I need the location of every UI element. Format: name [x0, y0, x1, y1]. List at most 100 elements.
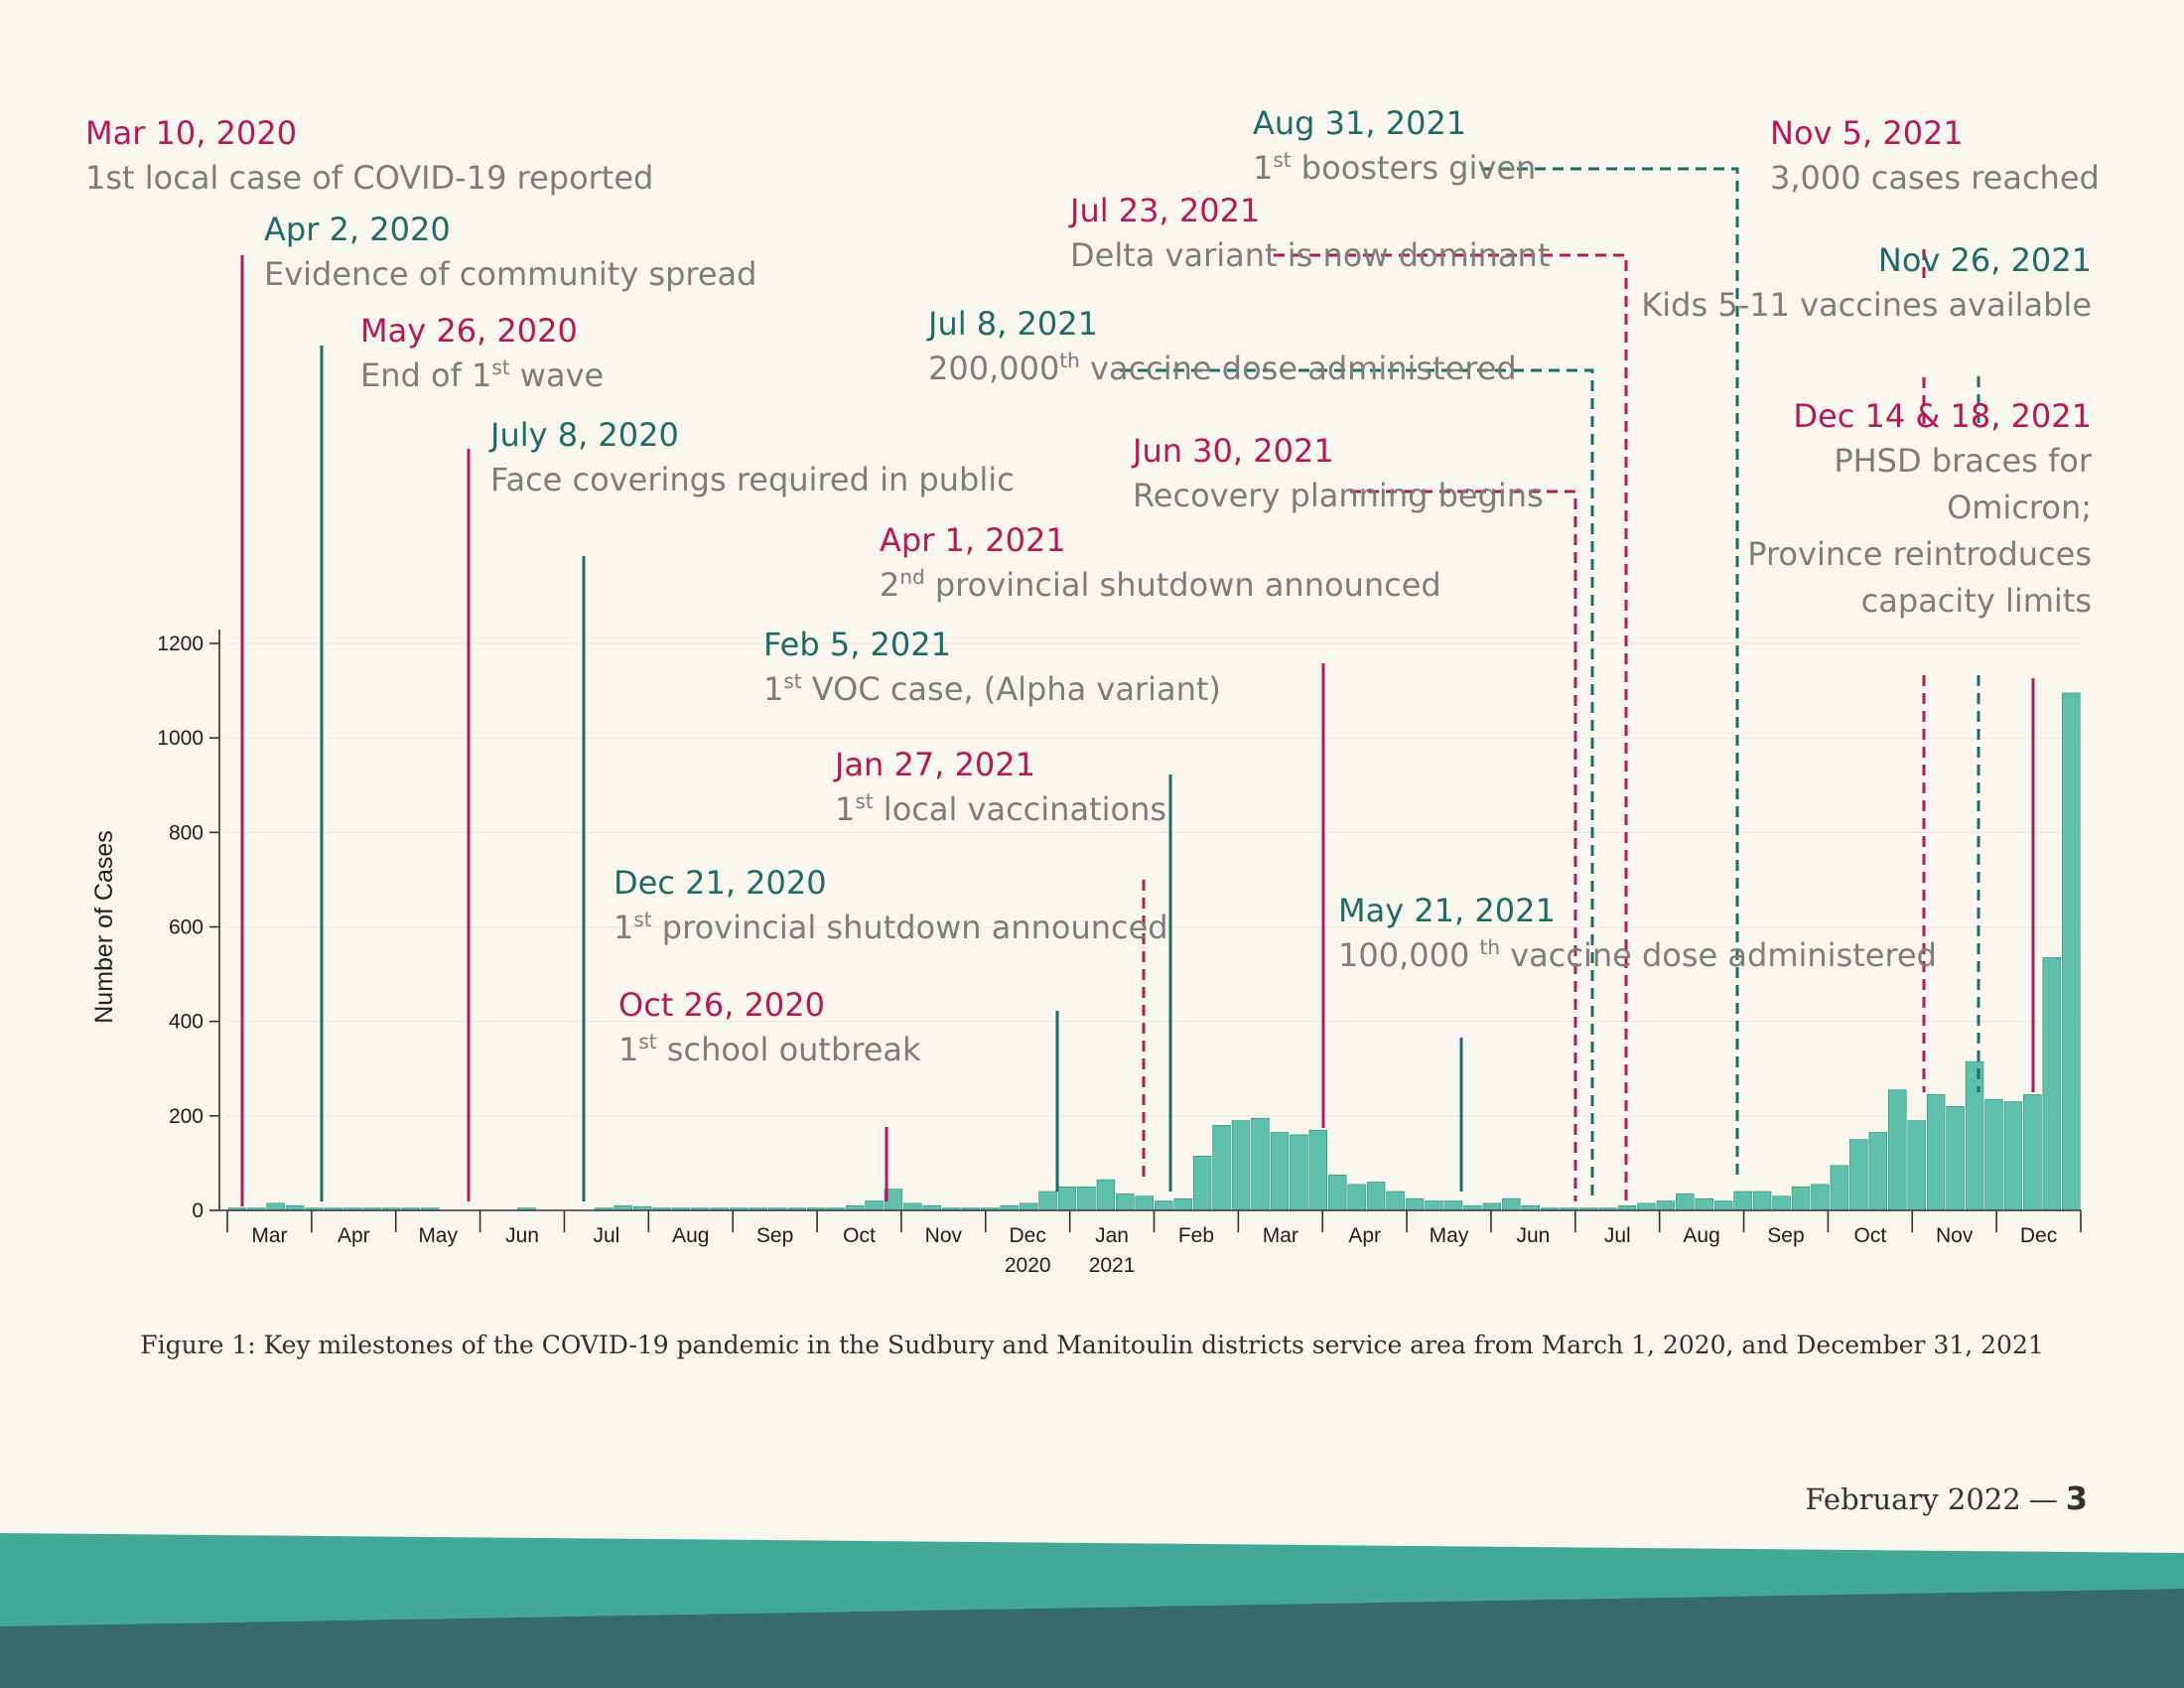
milestone-date: Dec 21, 2020: [614, 864, 827, 902]
milestone-lines-layer: [240, 167, 2035, 1206]
x-tick-label: Nov: [925, 1224, 963, 1247]
milestone-date: Dec 14 & 18, 2021: [1793, 397, 2092, 435]
y-tick-label: 800: [169, 821, 204, 844]
milestone-annotation: Oct 26, 2020 1st school outbreak: [618, 986, 921, 1068]
x-tick-label: Mar: [1263, 1224, 1298, 1247]
milestone-dashed-leader: [1481, 167, 1739, 1176]
milestone-description-text: local vaccinations: [874, 790, 1166, 828]
bar: [1443, 1200, 1463, 1211]
milestone-description-text: End of 1: [360, 356, 491, 394]
bar: [865, 1200, 884, 1211]
bar: [1502, 1197, 1521, 1211]
milestone-superscript: th: [1480, 935, 1501, 959]
bar: [266, 1202, 285, 1211]
milestone-superscript: th: [1059, 349, 1080, 372]
bar: [1155, 1200, 1173, 1211]
bar: [1965, 1060, 1984, 1211]
milestone-superscript: st: [783, 669, 801, 693]
milestone-superscript: st: [638, 1030, 656, 1054]
milestone-description: 1st boosters given: [1253, 148, 1536, 187]
x-tick-label: Jul: [593, 1224, 619, 1247]
bar: [1926, 1094, 1946, 1211]
bar: [1637, 1202, 1656, 1211]
milestone-description: 1st local case of COVID-19 reported: [85, 159, 653, 197]
milestone-date: Mar 10, 2020: [85, 114, 297, 152]
milestone-description-text: 1: [614, 909, 633, 946]
x-tick-label: Mar: [251, 1224, 287, 1247]
milestone-description: End of 1st wave: [360, 355, 604, 394]
bar: [1096, 1179, 1116, 1211]
y-tick-label: 600: [169, 916, 204, 939]
milestone-date: Apr 2, 2020: [264, 211, 451, 248]
milestone-dashed-leader: [1350, 490, 1577, 1201]
y-axis-title: Number of Cases: [90, 830, 118, 1024]
milestone-description: Omicron;: [1947, 489, 2092, 526]
page-number: 3: [2065, 1479, 2088, 1517]
bar: [1849, 1139, 1868, 1211]
milestone-description: Recovery planning begins: [1133, 477, 1544, 514]
bars-layer: [227, 642, 2081, 1211]
milestone-description: 1st school outbreak: [618, 1030, 921, 1068]
milestone-description: capacity limits: [1861, 582, 2092, 620]
milestone-date: May 26, 2020: [360, 312, 578, 350]
bar: [1946, 1106, 1965, 1211]
milestone-annotation: Jun 30, 2021 Recovery planning begins: [1131, 432, 1544, 514]
milestone-description: 1st VOC case, (Alpha variant): [763, 669, 1221, 708]
x-tick-label: Oct: [1854, 1224, 1887, 1247]
milestone-superscript: st: [855, 789, 873, 813]
milestone-description-text: provincial shutdown announced: [652, 909, 1168, 946]
milestone-date: Jul 8, 2021: [926, 305, 1098, 343]
bar: [1676, 1194, 1695, 1211]
milestone-description: Evidence of community spread: [264, 255, 756, 293]
milestone-description: PHSD braces for: [1834, 442, 2093, 480]
bar: [1713, 1200, 1733, 1211]
bar: [1212, 1125, 1231, 1211]
milestone-superscript: st: [633, 908, 651, 931]
milestone-labels-layer: Mar 10, 2020 1st local case of COVID-19 r…: [85, 104, 2100, 1068]
x-tick-label: Apr: [1348, 1224, 1381, 1247]
milestone-description-text: Delta variant is now dominant: [1070, 236, 1550, 274]
milestone-annotation: Dec 21, 2020 1st provincial shutdown anno…: [614, 864, 1168, 946]
milestone-date: Aug 31, 2021: [1253, 104, 1466, 142]
milestone-description-text: 1: [763, 670, 783, 708]
x-year-label: 2021: [1089, 1254, 1136, 1277]
milestone-date: Nov 26, 2021: [1878, 241, 2092, 279]
milestone-description-text: Face coverings required in public: [490, 461, 1015, 498]
milestone-description: 200,000th vaccine dose administered: [928, 349, 1517, 387]
bar: [1868, 1132, 1888, 1211]
milestone-description-text: 1st local case of COVID-19 reported: [85, 159, 653, 197]
bar: [1328, 1175, 1347, 1211]
bar: [1772, 1196, 1791, 1211]
milestone-annotation: Dec 14 & 18, 2021 PHSD braces for Omicron;…: [1747, 397, 2093, 620]
bar: [1888, 1089, 1907, 1211]
milestone-description-text: school outbreak: [657, 1031, 921, 1068]
bar: [1656, 1200, 1676, 1211]
x-tick-label: Dec: [1010, 1224, 1046, 1247]
bar: [1811, 1184, 1830, 1211]
bar: [1057, 1186, 1077, 1211]
milestone-date: Apr 1, 2021: [880, 521, 1066, 559]
x-tick-label: Jun: [505, 1224, 539, 1247]
covid-milestones-chart: 0 200 400 600 800 1000 1200 Number of Cases Mar A…: [85, 104, 2100, 1277]
bar: [1192, 1155, 1212, 1211]
x-tick-label: Oct: [843, 1224, 876, 1247]
footer-date-text: February 2022: [1805, 1482, 2021, 1516]
milestone-superscript: nd: [899, 565, 924, 589]
bar: [1251, 1117, 1270, 1211]
milestone-description-text: 200,000: [928, 350, 1059, 387]
x-tick-label: Apr: [338, 1224, 370, 1247]
bar: [1752, 1191, 1772, 1211]
bar: [1308, 1129, 1328, 1211]
milestone-description: Kids 5-11 vaccines available: [1641, 286, 2092, 324]
milestone-description-text: 2: [880, 566, 899, 604]
bar: [1695, 1197, 1713, 1211]
bar: [1733, 1191, 1752, 1211]
milestone-annotation: Mar 10, 2020 1st local case of COVID-19 r…: [85, 114, 653, 197]
bar: [1907, 1120, 1926, 1211]
x-tick-label: May: [1430, 1224, 1469, 1247]
bar: [1347, 1184, 1366, 1211]
bar: [1038, 1191, 1057, 1211]
figure-caption: Figure 1: Key milestones of the COVID-19…: [140, 1331, 2044, 1359]
x-year-label: 2020: [1005, 1254, 1051, 1277]
bar: [2062, 692, 2081, 1211]
